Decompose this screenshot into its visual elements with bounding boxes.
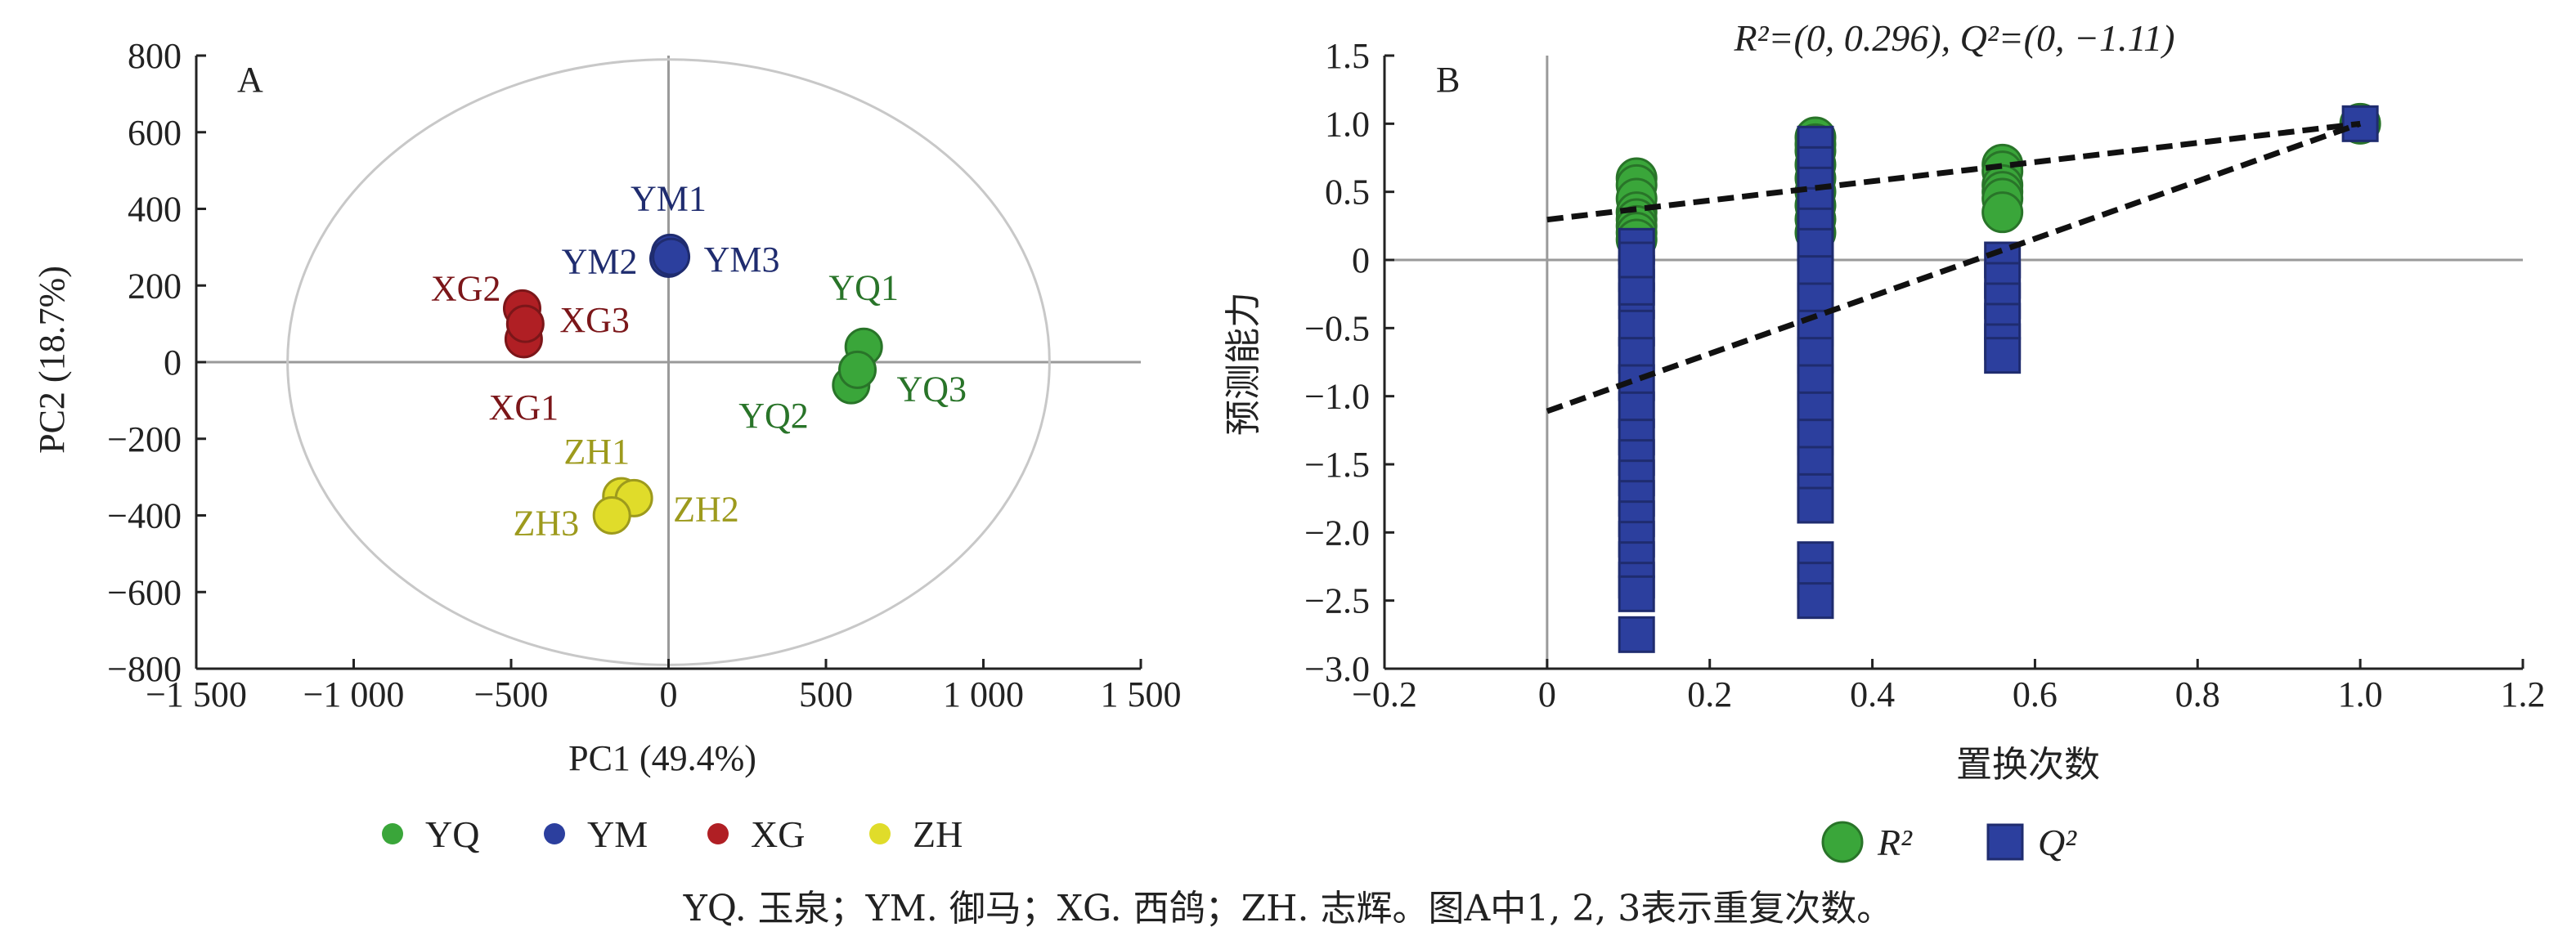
y-tick-label: 400	[128, 190, 182, 230]
label-zh3: ZH3	[514, 504, 580, 544]
x-tick-label: 0.6	[2013, 674, 2058, 714]
y-tick-label: −400	[107, 496, 182, 536]
x-tick-label: 0.8	[2175, 674, 2220, 714]
x-tick-label: 500	[799, 674, 853, 714]
y-tick-label: −1.5	[1304, 445, 1370, 485]
legend-label-q2: Q²	[2038, 822, 2077, 863]
y-tick-label: 0	[164, 343, 182, 383]
panel-a-legend: YQ YM XG ZH	[382, 813, 963, 855]
y-tick-label: 200	[128, 266, 182, 306]
x-tick-label: 1.2	[2501, 674, 2546, 714]
label-ym1: YM1	[631, 178, 707, 218]
panel-a-reference-lines	[196, 56, 1141, 669]
legend-label-zh: ZH	[913, 813, 963, 855]
q2-point	[1618, 575, 1655, 612]
x-tick-label: 1.0	[2338, 674, 2383, 714]
y-tick-label: −1.0	[1304, 377, 1370, 417]
y-tick-label: 1.0	[1325, 104, 1370, 144]
panel-a-points: YQ1 YQ2 YQ3 YM1 YM2 YM3 XG1 XG2 XG3 ZH1 ZH2 ZH3	[431, 178, 967, 543]
legend-marker-ym	[544, 823, 565, 844]
point-zh3	[592, 496, 631, 535]
x-tick-label: −1 500	[146, 674, 247, 714]
label-yq2: YQ2	[738, 396, 809, 436]
y-tick-label: 600	[128, 113, 182, 153]
figure-caption: YQ. 玉泉；YM. 御马；XG. 西鸽；ZH. 志辉。图A中1, 2, 3表示…	[683, 888, 1893, 929]
panel-b-axes	[1383, 56, 2523, 670]
label-zh1: ZH1	[563, 432, 630, 472]
legend-marker-yq	[382, 823, 403, 844]
legend-label-yq: YQ	[425, 813, 479, 855]
x-tick-label: 1 000	[943, 674, 1024, 714]
label-xg3: XG3	[559, 300, 630, 340]
panel-b-title: R²=(0, 0.296), Q²=(0, −1.11)	[1734, 17, 2175, 59]
label-ym2: YM2	[562, 241, 638, 281]
regression-line-r2	[1546, 120, 2361, 223]
q2-point	[1797, 486, 1834, 524]
label-zh2: ZH2	[673, 489, 739, 529]
r2-point	[1981, 191, 2024, 234]
legend-label-xg: XG	[751, 813, 805, 855]
label-xg1: XG1	[489, 387, 559, 428]
y-tick-label: 0	[1352, 240, 1370, 280]
panel-b-legend: R² Q²	[1821, 821, 2077, 863]
q2-point	[1984, 337, 2022, 374]
x-tick-label: −1 000	[303, 674, 405, 714]
legend-marker-zh	[869, 823, 891, 844]
x-tick-label: 1 500	[1101, 674, 1182, 714]
x-tick-label: 0	[660, 674, 678, 714]
panel-b-reference-lines	[1384, 56, 2523, 669]
label-yq3: YQ3	[897, 369, 967, 409]
panel-b-regression-lines	[1546, 120, 2362, 414]
point-yq3	[838, 350, 877, 389]
y-tick-label: 0.5	[1325, 172, 1370, 213]
label-ym3: YM3	[704, 240, 780, 280]
y-tick-label: −600	[107, 572, 182, 612]
q2-point	[1618, 241, 1655, 279]
regression-line-q2	[1546, 121, 2362, 414]
panel-b-points	[1615, 102, 2381, 653]
label-yq1: YQ1	[828, 267, 899, 307]
panel-b-label: B	[1436, 60, 1460, 100]
panel-a-y-axis-label: PC2 (18.7%)	[32, 266, 72, 454]
y-tick-label: −3.0	[1304, 649, 1370, 689]
y-tick-label: −2.5	[1304, 581, 1370, 621]
panel-a-pca-plot: YQ1 YQ2 YQ3 YM1 YM2 YM3 XG1 XG2 XG3 ZH1 ZH2 ZH3 −1 …	[32, 36, 1182, 855]
legend-marker-r2	[1821, 821, 1864, 863]
x-tick-label: 0.4	[1850, 674, 1895, 714]
y-tick-label: −200	[107, 419, 182, 459]
point-xg3	[505, 304, 545, 343]
legend-label-r2: R²	[1877, 822, 1913, 863]
panel-b-permutation-test: −0.2 0 0.2 0.4 0.6 0.8 1.0 1.2 −3.0 −2.5 −2.0 −1.5 −…	[1223, 17, 2546, 863]
q2-point	[2341, 105, 2379, 142]
panel-a-ticks: −1 500 −1 000 −500 0 500 1 000 1 500 −800 −600 −4…	[107, 36, 1181, 714]
y-tick-label: 800	[128, 36, 182, 76]
panel-b-ticks: −0.2 0 0.2 0.4 0.6 0.8 1.0 1.2 −3.0 −2.5 −2.0 −1.5 −…	[1304, 36, 2545, 714]
panel-a-x-axis-label: PC1 (49.4%)	[568, 738, 756, 778]
legend-marker-xg	[707, 823, 729, 844]
y-tick-label: −0.5	[1304, 308, 1370, 348]
label-xg2: XG2	[431, 268, 501, 308]
x-tick-label: 0.2	[1687, 674, 1732, 714]
y-tick-label: −800	[107, 649, 182, 689]
panel-b-y-axis-label: 预测能力	[1223, 292, 1264, 436]
panel-b-x-axis-label: 置换次数	[1956, 744, 2100, 786]
point-ym3	[652, 237, 691, 276]
x-tick-label: −500	[474, 674, 549, 714]
y-tick-label: −2.0	[1304, 513, 1370, 553]
q2-point	[1618, 616, 1655, 653]
y-tick-label: 1.5	[1325, 36, 1370, 76]
legend-marker-q2	[1986, 823, 2024, 861]
x-tick-label: 0	[1538, 674, 1556, 714]
x-tick-label: −0.2	[1352, 674, 1417, 714]
q2-point	[1797, 582, 1834, 620]
panel-a-label: A	[237, 60, 263, 100]
legend-label-ym: YM	[587, 813, 648, 855]
